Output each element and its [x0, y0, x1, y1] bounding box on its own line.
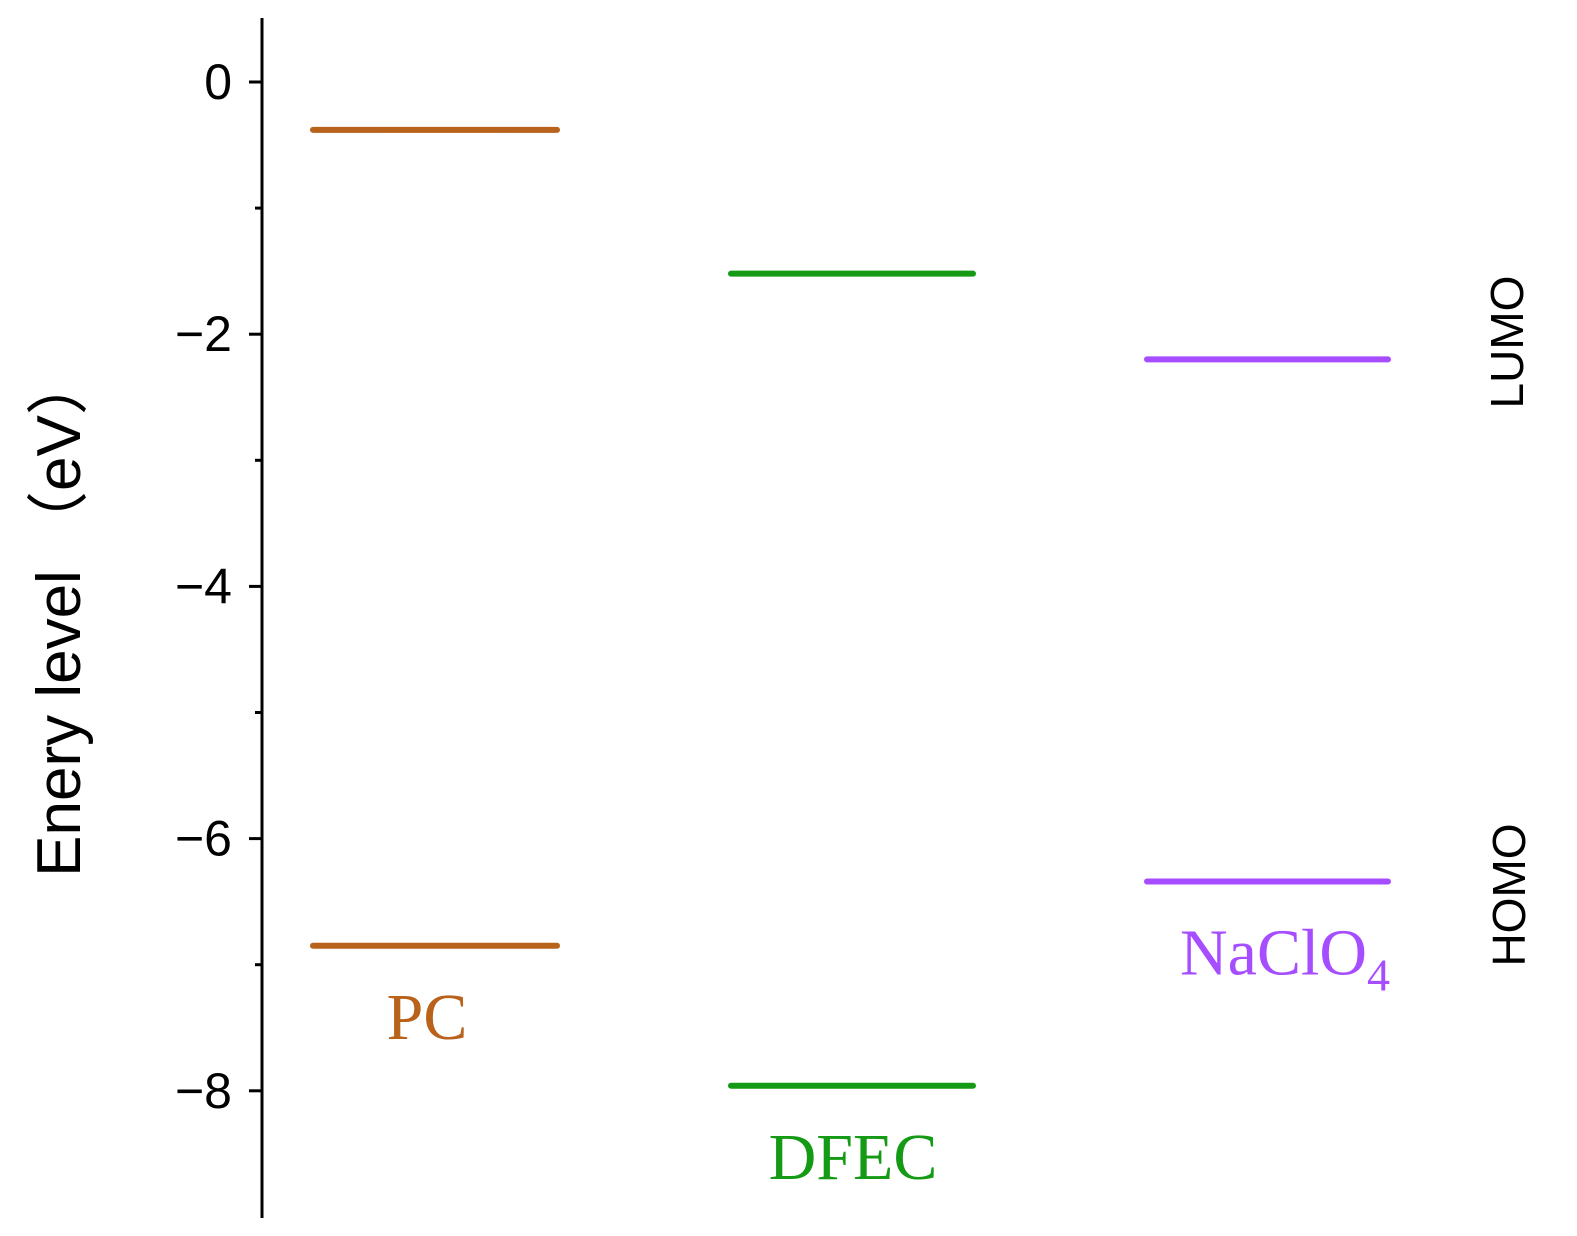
y-axis-title: Enery level （eV）: [25, 353, 94, 877]
naclo4-series-label: NaClO4: [1180, 916, 1390, 1000]
pc-series-label: PC: [387, 981, 468, 1054]
y-tick-label: −4: [175, 558, 232, 614]
y-axis-group: 0 −2 −4 −6 −8: [175, 18, 264, 1218]
labels-group: PC DFEC NaClO4: [387, 916, 1390, 1193]
homo-label: HOMO: [1483, 823, 1535, 966]
y-tick-label: 0: [204, 54, 232, 110]
y-tick-label: −6: [175, 811, 232, 867]
y-tick-label: −2: [175, 306, 232, 362]
lumo-label: LUMO: [1481, 276, 1533, 409]
dfec-series-label: DFEC: [769, 1121, 938, 1194]
y-tick-label: −8: [175, 1063, 232, 1119]
levels-group: [310, 126, 1391, 1089]
